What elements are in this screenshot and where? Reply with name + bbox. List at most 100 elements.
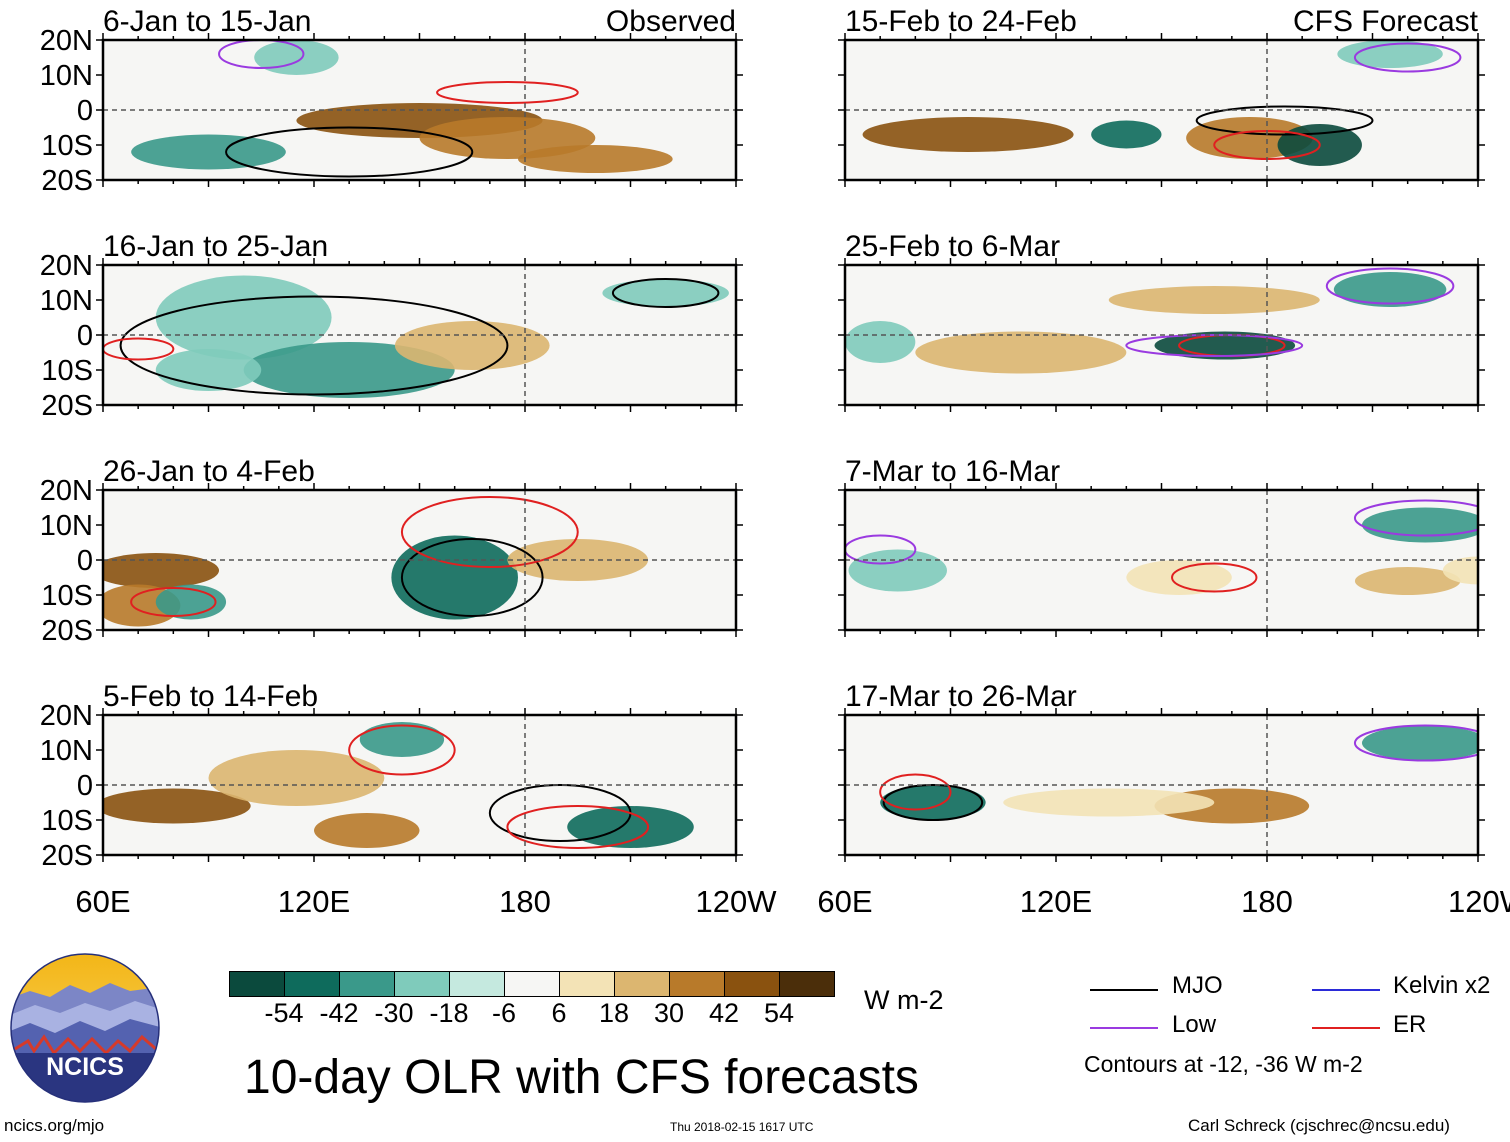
colorbar-tick-label: 30: [653, 998, 685, 1028]
colorbar-tick-label: -6: [491, 998, 517, 1028]
olr-anomaly-region: [848, 549, 947, 592]
olr-anomaly-region: [1333, 272, 1447, 307]
credit: Carl Schreck (cjschrec@ncsu.edu): [1188, 1116, 1450, 1135]
colorbar-segment: [450, 972, 505, 996]
olr-anomaly-region: [862, 117, 1074, 152]
olr-anomaly-region: [359, 722, 445, 757]
y-tick-label: 0: [77, 320, 93, 352]
colorbar-tick-label: 6: [551, 998, 567, 1028]
wave-contour: [1195, 105, 1374, 136]
x-tick-label: 120W: [1448, 884, 1510, 919]
olr-anomaly-region: [1354, 567, 1461, 595]
panel-title: 17-Mar to 26-Mar: [845, 680, 1077, 713]
olr-anomaly-region: [103, 553, 220, 588]
x-tick-label: 120W: [696, 884, 778, 919]
logo-text: NCICS: [46, 1053, 124, 1081]
x-tick-label: 120E: [278, 884, 350, 919]
panel-title: 26-Jan to 4-Feb: [103, 455, 315, 488]
wave-contour: [611, 278, 720, 308]
colorbar-tick-label: -54: [264, 998, 304, 1028]
y-tick-label: 10N: [40, 510, 93, 542]
x-tick-label: 180: [1241, 884, 1293, 919]
olr-anomaly-region: [845, 321, 916, 363]
site-link[interactable]: ncics.org/mjo: [4, 1116, 105, 1135]
olr-anomaly-region: [394, 321, 550, 370]
olr-anomaly-region: [391, 535, 518, 620]
y-tick-label: 10N: [40, 735, 93, 767]
colorbar-segment: [505, 972, 560, 996]
legend-kelvin-line: [1312, 989, 1380, 991]
wave-contour: [1325, 267, 1455, 305]
y-tick-label: 0: [77, 95, 93, 127]
contour-note: Contours at -12, -36 W m-2: [1084, 1051, 1363, 1077]
wave-contour: [1353, 499, 1478, 537]
panel-title: 6-Jan to 15-Jan: [103, 5, 311, 38]
colorbar-segment: [615, 972, 670, 996]
olr-anomaly-region: [1361, 725, 1478, 761]
legend-er-line: [1312, 1027, 1380, 1029]
map-panel: 17-Mar to 26-Mar: [838, 680, 1485, 862]
wave-contour: [1171, 562, 1258, 593]
legend-kelvin-label: Kelvin x2: [1393, 972, 1491, 999]
map-panel: 25-Feb to 6-Mar: [838, 230, 1485, 412]
wave-contour: [845, 534, 917, 565]
olr-anomaly-region: [1337, 40, 1443, 68]
wave-contour: [400, 538, 544, 617]
y-tick-label: 20S: [41, 165, 93, 197]
legend-low-line: [1090, 1027, 1158, 1029]
wave-contour: [436, 81, 579, 104]
panel-title: 15-Feb to 24-Feb: [845, 5, 1077, 38]
wave-contour: [506, 805, 650, 849]
wave-contour: [103, 337, 175, 361]
y-tick-label: 10S: [41, 805, 93, 837]
olr-anomaly-region: [314, 813, 420, 848]
colorbar-tick-label: 18: [598, 998, 630, 1028]
y-tick-label: 20S: [41, 615, 93, 647]
y-tick-label: 20N: [40, 250, 93, 282]
colorbar-segment: [230, 972, 285, 996]
olr-anomaly-region: [1361, 507, 1478, 543]
y-tick-label: 10S: [41, 580, 93, 612]
ncics-logo: NCICS: [10, 953, 160, 1103]
colorbar-segment: [395, 972, 450, 996]
olr-anomaly-region: [155, 349, 262, 391]
colorbar-segment: [340, 972, 395, 996]
y-tick-label: 10N: [40, 60, 93, 92]
timestamp: Thu 2018-02-15 1617 UTC: [670, 1120, 814, 1134]
colorbar-segment: [725, 972, 780, 996]
wave-contour: [119, 295, 509, 396]
olr-anomaly-region: [567, 806, 694, 848]
olr-anomaly-region: [131, 134, 286, 170]
olr-anomaly-region: [915, 331, 1127, 374]
olr-anomaly-region: [1003, 788, 1215, 817]
y-tick-label: 20S: [41, 840, 93, 872]
colorbar-segment: [285, 972, 340, 996]
colorbar: [229, 971, 835, 997]
panel-title: 16-Jan to 25-Jan: [103, 230, 328, 263]
olr-anomaly-region: [1442, 556, 1478, 585]
wave-contour: [1353, 42, 1462, 73]
wave-contour: [1353, 724, 1478, 762]
colorbar-segment: [780, 972, 834, 996]
colorbar-tick-label: 42: [708, 998, 740, 1028]
olr-anomaly-region: [880, 785, 986, 820]
olr-anomaly-region: [208, 750, 385, 806]
y-tick-label: 0: [77, 545, 93, 577]
olr-anomaly-region: [507, 539, 649, 581]
wave-contour: [879, 773, 952, 811]
legend-mjo-line: [1090, 989, 1158, 991]
legend-low-label: Low: [1172, 1011, 1217, 1038]
chart-title: 10-day OLR with CFS forecasts: [244, 1051, 919, 1104]
y-tick-label: 20N: [40, 25, 93, 57]
colorbar-segment: [670, 972, 725, 996]
x-tick-label: 60E: [817, 884, 872, 919]
olr-anomaly-region: [103, 788, 251, 824]
wave-contour: [225, 126, 474, 178]
panel-title: 5-Feb to 14-Feb: [103, 680, 318, 713]
olr-anomaly-region: [517, 145, 673, 173]
